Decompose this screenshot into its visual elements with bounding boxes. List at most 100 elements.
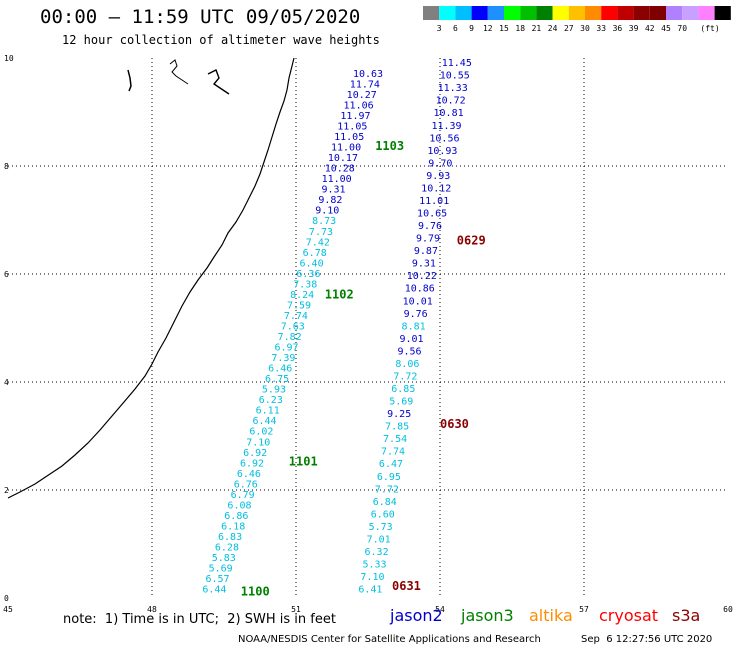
y-tick-label: 10 <box>4 54 14 63</box>
y-tick-label: 8 <box>4 162 9 171</box>
swh-value: 6.97 <box>274 343 298 354</box>
swh-value: 9.56 <box>397 346 421 357</box>
swh-value: 6.18 <box>221 521 245 532</box>
swh-value: 6.76 <box>234 479 258 490</box>
island-path <box>207 69 230 95</box>
swh-value: 11.74 <box>350 79 380 90</box>
legend-swatch <box>617 6 634 20</box>
swh-value: 10.93 <box>427 146 457 157</box>
swh-value: 11.97 <box>340 111 370 122</box>
swh-value: 7.54 <box>383 434 407 445</box>
swh-value: 11.33 <box>438 83 468 94</box>
legend-swatch <box>682 6 699 20</box>
island-path <box>169 59 189 85</box>
legend-tick: 9 <box>469 24 474 33</box>
satellite-altika: altika <box>529 606 573 625</box>
swh-value: 11.45 <box>442 58 472 69</box>
swh-value: 8.24 <box>290 290 314 301</box>
legend-swatch <box>714 6 731 20</box>
legend-tick: 15 <box>499 24 509 33</box>
credit-line: NOAA/NESDIS Center for Satellite Applica… <box>238 634 541 645</box>
swh-value: 10.22 <box>407 271 437 282</box>
swh-value: 9.10 <box>315 206 339 217</box>
legend-tick: 36 <box>613 24 623 33</box>
swh-value: 9.82 <box>318 195 342 206</box>
y-tick-label: 0 <box>4 594 9 603</box>
pass-time-label: 0631 <box>392 579 421 593</box>
swh-value: 6.46 <box>268 364 292 375</box>
swh-value: 6.36 <box>296 269 320 280</box>
swh-value: 9.31 <box>412 259 436 270</box>
swh-value: 6.40 <box>300 258 324 269</box>
legend-tick: 33 <box>596 24 606 33</box>
legend-tick: 3 <box>437 24 442 33</box>
swh-value: 10.86 <box>405 284 435 295</box>
swh-value: 10.01 <box>403 296 433 307</box>
swh-value: 5.69 <box>209 564 233 575</box>
swh-value: 9.93 <box>426 171 450 182</box>
coastline <box>7 57 295 499</box>
swh-value: 7.72 <box>375 484 399 495</box>
y-tick-label: 4 <box>4 378 9 387</box>
satellite-jason3: jason3 <box>461 606 514 625</box>
swh-value: 9.76 <box>404 309 428 320</box>
pass-time-label: 0629 <box>457 233 486 247</box>
swh-value: 6.32 <box>365 547 389 558</box>
swh-value: 6.78 <box>303 248 327 259</box>
legend-swatch <box>552 6 569 20</box>
legend-tick: 24 <box>548 24 558 33</box>
x-tick-label: 51 <box>291 605 301 614</box>
legend-swatch <box>585 6 602 20</box>
island-path <box>127 69 132 92</box>
legend-swatch <box>666 6 683 20</box>
swh-value: 10.81 <box>434 108 464 119</box>
swh-value: 9.70 <box>428 158 452 169</box>
swh-value: 10.55 <box>440 71 470 82</box>
swh-value: 7.74 <box>284 311 308 322</box>
legend-swatch <box>471 6 488 20</box>
swh-value: 7.85 <box>385 422 409 433</box>
swh-value: 6.92 <box>240 458 264 469</box>
legend-tick: 18 <box>515 24 525 33</box>
swh-value: 6.92 <box>243 448 267 459</box>
swh-value: 11.06 <box>344 100 374 111</box>
legend-swatch <box>439 6 456 20</box>
swh-value: 6.79 <box>231 490 255 501</box>
swh-value: 6.57 <box>205 574 229 585</box>
x-tick-label: 57 <box>579 605 589 614</box>
swh-value: 7.42 <box>306 237 330 248</box>
legend-tick: 30 <box>580 24 590 33</box>
swh-value: 7.10 <box>246 437 270 448</box>
swh-value: 5.33 <box>362 560 386 571</box>
swh-value: 5.93 <box>262 385 286 396</box>
swh-value: 11.01 <box>419 196 449 207</box>
map-grid <box>8 58 728 598</box>
swh-value: 11.00 <box>331 143 361 154</box>
swh-value: 11.00 <box>322 174 352 185</box>
swh-value: 7.72 <box>393 371 417 382</box>
swh-value: 9.79 <box>416 234 440 245</box>
swh-value: 5.73 <box>369 522 393 533</box>
legend-swatch <box>423 6 440 20</box>
swh-value: 6.28 <box>215 543 239 554</box>
satellite-jason2: jason2 <box>390 606 443 625</box>
legend-swatch <box>455 6 472 20</box>
color-legend: 3 6 9 12 15 18 21 24 27 30 33 36 39 42 45 70 (ft) <box>423 6 731 33</box>
swh-value: 10.63 <box>353 69 383 80</box>
satellite-cryosat: cryosat <box>599 606 659 625</box>
swh-value: 6.44 <box>253 416 277 427</box>
pass-time-labels: 1100 1101 1102 1103 0629 0630 0631 <box>241 139 486 598</box>
swh-value: 7.63 <box>281 321 305 332</box>
legend-tick: 27 <box>564 24 574 33</box>
swh-value: 10.27 <box>347 90 377 101</box>
legend-tick: 39 <box>629 24 639 33</box>
legend-tick: 42 <box>645 24 655 33</box>
swh-value: 6.23 <box>259 395 283 406</box>
pass-time-label: 1103 <box>375 139 404 153</box>
legend-swatch <box>536 6 553 20</box>
swh-value: 6.47 <box>379 459 403 470</box>
swh-value: 10.12 <box>421 183 451 194</box>
altimeter-tracks: 6.446.575.695.836.286.836.186.866.086.79… <box>202 58 472 595</box>
y-tick-label: 2 <box>4 486 9 495</box>
swh-value: 7.73 <box>309 227 333 238</box>
